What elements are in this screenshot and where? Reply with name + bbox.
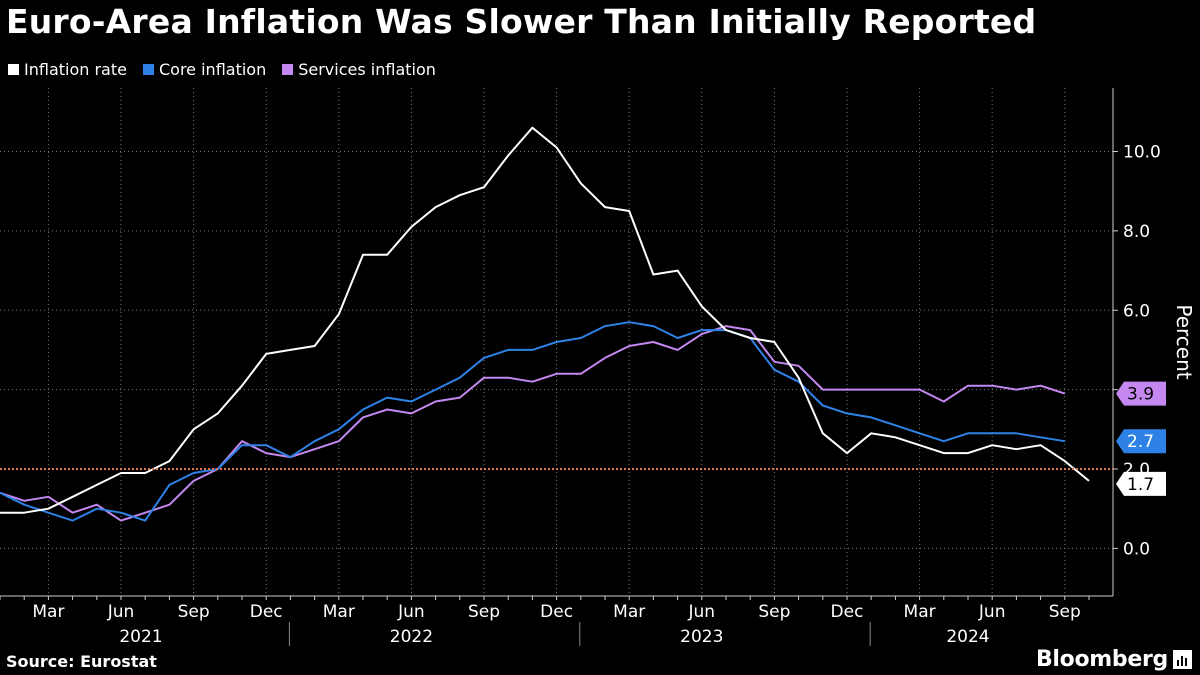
end-value-label: 1.7 (1127, 475, 1154, 495)
x-tick-label: Mar (32, 602, 64, 622)
legend-label-inflation-rate: Inflation rate (24, 60, 127, 79)
legend-label-core-inflation: Core inflation (158, 60, 267, 79)
legend-swatch-core-inflation (142, 64, 154, 75)
legend-item-core-inflation: Core inflation (142, 60, 267, 79)
legend-label-services-inflation: Services inflation (298, 60, 436, 79)
series-line-inflation-rate (0, 126, 1090, 514)
x-tick-label: Dec (250, 602, 283, 622)
chart-title: Euro-Area Inflation Was Slower Than Init… (6, 2, 1037, 41)
legend-swatch-inflation-rate (8, 64, 19, 75)
x-tick-label: Dec (831, 602, 864, 622)
x-tick-label: Sep (178, 602, 210, 622)
source-note: Source: Eurostat (6, 652, 157, 671)
x-year-label: 2022 (390, 627, 433, 647)
x-year-label: 2024 (946, 627, 989, 647)
x-tick-label: Jun (978, 602, 1006, 622)
x-tick-label: Mar (323, 602, 355, 622)
bloomberg-logo: Bloomberg (1035, 647, 1168, 672)
x-tick-label: Mar (613, 602, 645, 622)
legend: Inflation rate Core inflation Services i… (8, 60, 436, 79)
y-tick-label: 8.0 (1123, 222, 1150, 242)
series-line-core-inflation (0, 321, 1065, 522)
end-value-label: 2.7 (1127, 432, 1154, 452)
legend-item-services-inflation: Services inflation (282, 60, 436, 79)
end-label-tag (1116, 381, 1166, 406)
legend-item-inflation-rate: Inflation rate (8, 60, 127, 79)
x-year-label: 2023 (680, 627, 723, 647)
series-line-services-inflation (0, 325, 1066, 522)
x-tick-label: Mar (904, 602, 936, 622)
x-tick-label: Sep (1049, 602, 1081, 622)
end-label-tag (1116, 471, 1166, 496)
bloomberg-terminal-icon (1173, 650, 1192, 669)
x-tick-label: Jun (397, 602, 425, 622)
x-tick-label: Sep (468, 602, 500, 622)
y-axis-label: Percent (1172, 304, 1196, 379)
x-tick-label: Sep (758, 602, 790, 622)
y-tick-label: 0.0 (1123, 539, 1150, 559)
x-tick-label: Jun (107, 602, 135, 622)
legend-swatch-services-inflation (282, 64, 294, 75)
x-year-label: 2021 (119, 627, 162, 647)
y-tick-label: 10.0 (1123, 143, 1161, 163)
x-tick-label: Jun (688, 602, 716, 622)
end-value-label: 3.9 (1127, 385, 1154, 405)
x-tick-label: Dec (540, 602, 573, 622)
y-tick-label: 6.0 (1123, 301, 1150, 321)
end-label-tag (1116, 429, 1166, 454)
